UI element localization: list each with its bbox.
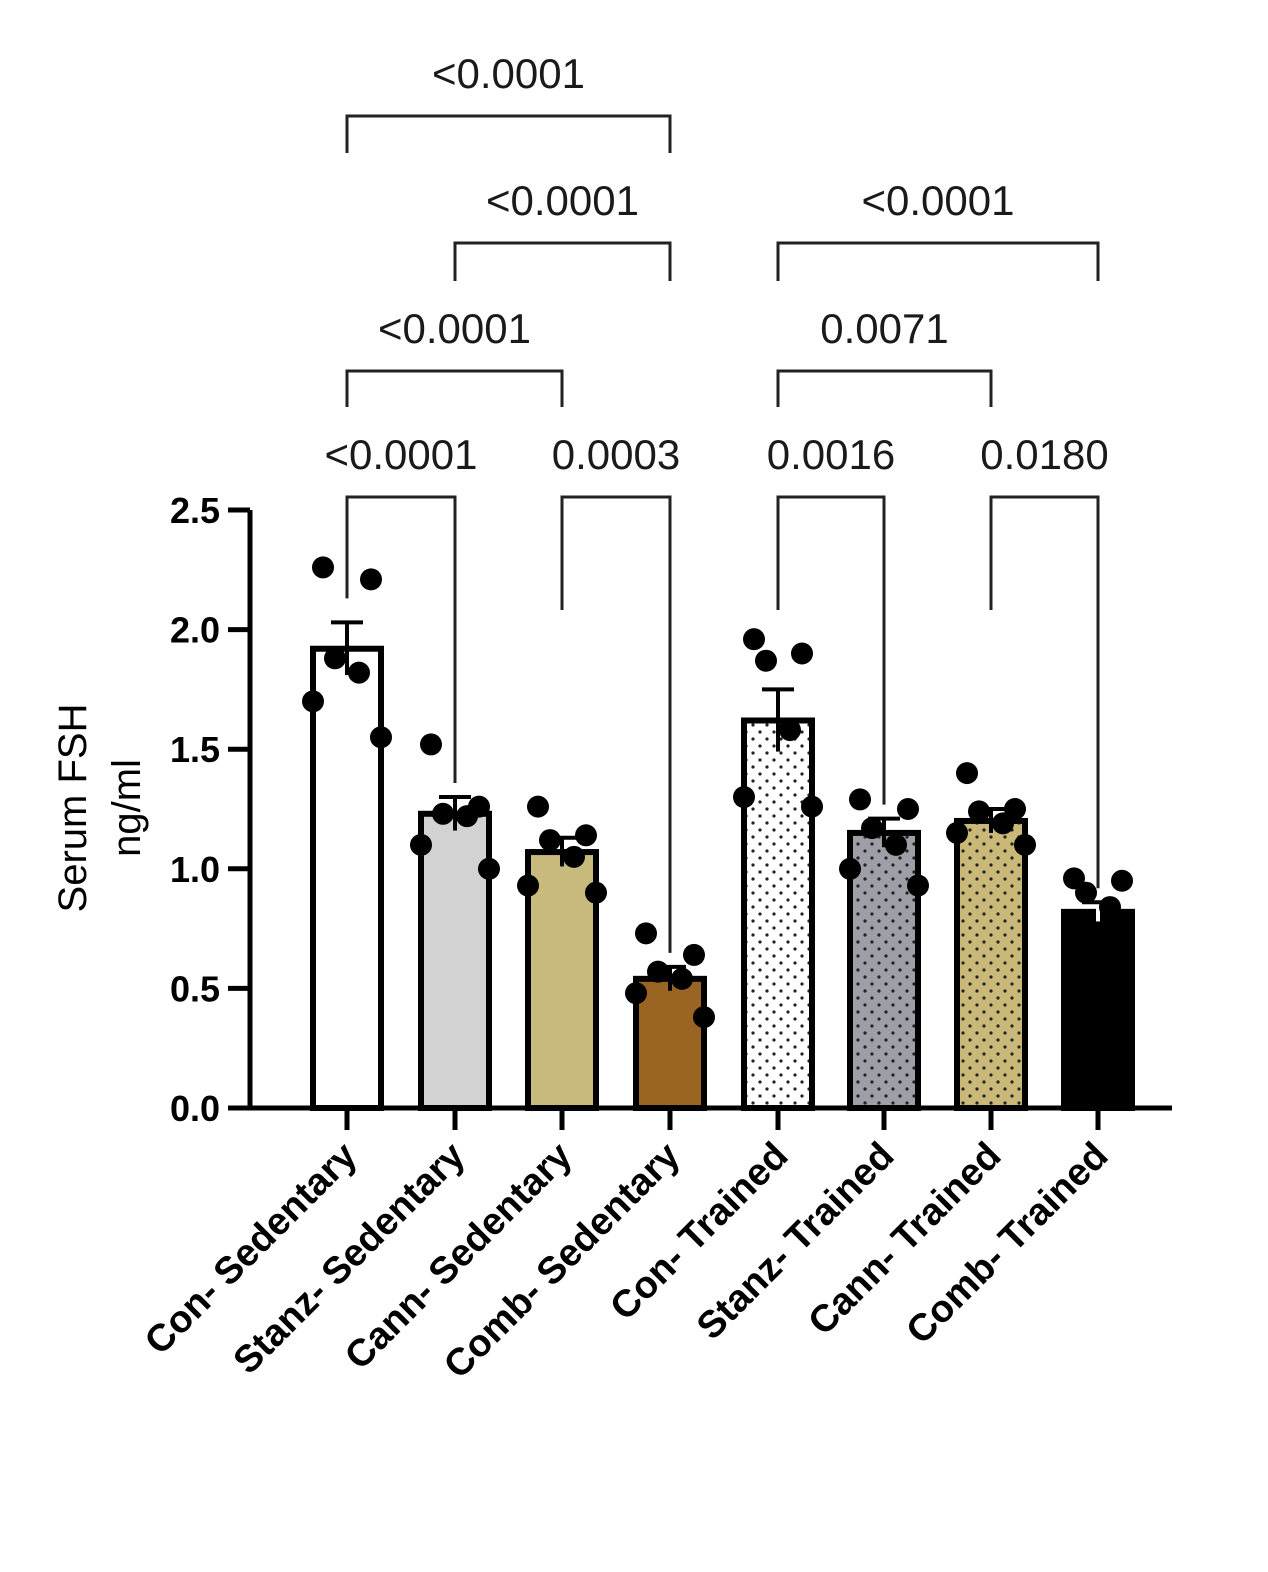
y-tick-label: 1.5 bbox=[170, 729, 220, 770]
data-point bbox=[907, 874, 929, 897]
p-value-label: 0.0016 bbox=[767, 431, 895, 478]
data-point bbox=[791, 642, 813, 665]
significance-brackets: <0.0001 0.0003 0.0016 0.0180 <0.0001 0.0071 <0… bbox=[325, 50, 1109, 953]
p-value-label: <0.0001 bbox=[432, 50, 585, 97]
data-point bbox=[885, 833, 907, 856]
data-point bbox=[897, 798, 919, 820]
y-tick-label: 0.5 bbox=[170, 968, 220, 1009]
p-value-label: 0.0003 bbox=[552, 431, 680, 478]
data-point bbox=[693, 1006, 715, 1029]
p-value-label: <0.0001 bbox=[325, 431, 478, 478]
bar-pattern bbox=[853, 835, 915, 1105]
bar bbox=[633, 975, 707, 1111]
data-point bbox=[1099, 896, 1121, 919]
data-point bbox=[1075, 881, 1097, 904]
bar-pattern bbox=[747, 723, 809, 1105]
data-point bbox=[992, 812, 1014, 835]
data-point bbox=[733, 786, 755, 809]
y-axis-title: Serum FSH ng/ml bbox=[51, 704, 149, 913]
data-point bbox=[625, 982, 647, 1005]
p-value-label: <0.0001 bbox=[862, 177, 1015, 224]
data-point bbox=[527, 795, 549, 818]
significance-bracket bbox=[345, 369, 564, 407]
data-point bbox=[1014, 833, 1036, 856]
bar bbox=[310, 645, 384, 1112]
data-point bbox=[517, 874, 539, 897]
data-point bbox=[575, 824, 597, 847]
data-point bbox=[370, 726, 392, 749]
category-label: Cann- Trained bbox=[801, 1135, 1010, 1344]
bar bbox=[1061, 908, 1135, 1112]
y-axis-title-line2: ng/ml bbox=[105, 759, 149, 857]
y-tick-label: 1.0 bbox=[170, 849, 220, 890]
significance-bracket bbox=[776, 495, 886, 805]
data-point bbox=[849, 788, 871, 811]
data-point bbox=[671, 967, 693, 990]
bar-pattern bbox=[960, 823, 1022, 1105]
data-point bbox=[683, 943, 705, 966]
data-point bbox=[324, 647, 346, 670]
data-point bbox=[348, 661, 370, 684]
data-point bbox=[968, 800, 990, 823]
p-value-label: 0.0180 bbox=[980, 431, 1108, 478]
data-point bbox=[302, 690, 324, 713]
category-label: Comb- Trained bbox=[899, 1135, 1117, 1353]
y-axis-title-line1: Serum FSH bbox=[51, 704, 95, 913]
data-point bbox=[456, 805, 478, 828]
significance-bracket bbox=[776, 369, 993, 407]
data-point bbox=[743, 628, 765, 651]
y-tick-label: 2.5 bbox=[170, 490, 220, 531]
significance-bracket bbox=[776, 241, 1100, 281]
category-label: Stanz- Trained bbox=[689, 1135, 902, 1348]
data-point bbox=[635, 922, 657, 945]
data-point bbox=[410, 833, 432, 856]
error-bars bbox=[331, 620, 1114, 991]
data-point bbox=[312, 556, 334, 579]
data-point bbox=[779, 719, 801, 742]
p-value-label: <0.0001 bbox=[378, 305, 531, 352]
data-point bbox=[755, 649, 777, 672]
data-point bbox=[360, 568, 382, 591]
bar bbox=[418, 810, 492, 1111]
data-point bbox=[539, 829, 561, 852]
data-point bbox=[647, 960, 669, 983]
y-axis: 0.0 0.5 1.0 1.5 2.0 2.5 bbox=[170, 490, 253, 1129]
data-point bbox=[1111, 869, 1133, 892]
p-value-label: 0.0071 bbox=[820, 305, 948, 352]
significance-bracket bbox=[989, 495, 1100, 889]
data-points bbox=[302, 556, 1133, 1029]
significance-bracket bbox=[453, 241, 672, 281]
bars bbox=[310, 645, 1135, 1112]
data-point bbox=[956, 762, 978, 785]
significance-bracket bbox=[345, 114, 672, 153]
x-axis bbox=[250, 1105, 1172, 1130]
y-tick-label: 0.0 bbox=[170, 1088, 220, 1129]
data-point bbox=[585, 881, 607, 904]
data-point bbox=[432, 802, 454, 825]
data-point bbox=[946, 821, 968, 844]
data-point bbox=[478, 857, 500, 880]
y-tick-label: 2.0 bbox=[170, 610, 220, 651]
p-value-label: <0.0001 bbox=[486, 177, 639, 224]
significance-bracket bbox=[560, 495, 672, 953]
data-point bbox=[861, 817, 883, 840]
data-point bbox=[563, 845, 585, 868]
data-point bbox=[839, 857, 861, 880]
data-point bbox=[420, 733, 442, 756]
data-point bbox=[801, 795, 823, 818]
significance-bracket bbox=[345, 495, 457, 784]
